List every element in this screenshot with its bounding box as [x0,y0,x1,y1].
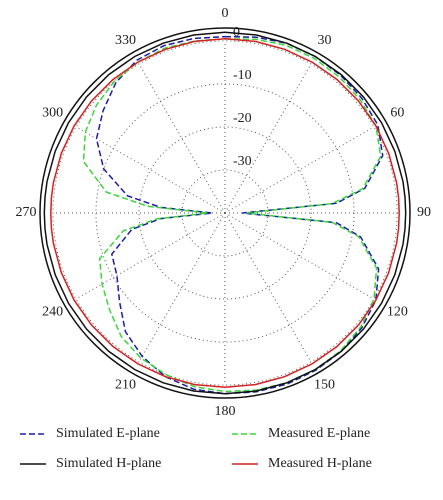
grid-spoke [224,126,375,214]
theta-tick-label: 300 [42,106,63,121]
grid-circle [138,126,312,300]
theta-tick-label: 150 [314,378,335,393]
theta-tick-label: 330 [115,33,136,48]
legend-label: Measured H-plane [268,456,372,471]
grid-circle [181,169,269,257]
legend-label: Simulated E-plane [56,426,160,441]
grid-spoke [75,212,226,300]
theta-tick-label: 0 [222,6,229,21]
theta-tick-label: 180 [215,404,236,419]
r-tick-label: -30 [233,154,252,169]
r-tick-label: -10 [233,68,252,83]
grid-spoke [75,126,226,214]
series-line [43,31,407,395]
grid-spoke [138,63,226,214]
grid-spoke [224,63,312,214]
r-tick-label: -20 [233,111,252,126]
theta-tick-label: 240 [42,305,63,320]
series-line [50,38,400,388]
theta-tick-label: 90 [417,205,431,220]
grid-spoke [138,212,226,363]
theta-tick-label: 120 [387,305,408,320]
series-line [95,35,384,395]
polar-frame [39,27,411,399]
theta-tick-label: 60 [390,106,404,121]
grid-spoke [224,212,312,363]
theta-tick-label: 30 [318,33,332,48]
series-line [82,38,382,393]
grid-spoke [224,212,375,300]
theta-tick-label: 270 [16,205,37,220]
legend-label: Simulated H-plane [56,456,161,471]
grid-circle [95,83,355,343]
legend-label: Measured E-plane [268,426,370,441]
theta-tick-label: 210 [115,378,136,393]
